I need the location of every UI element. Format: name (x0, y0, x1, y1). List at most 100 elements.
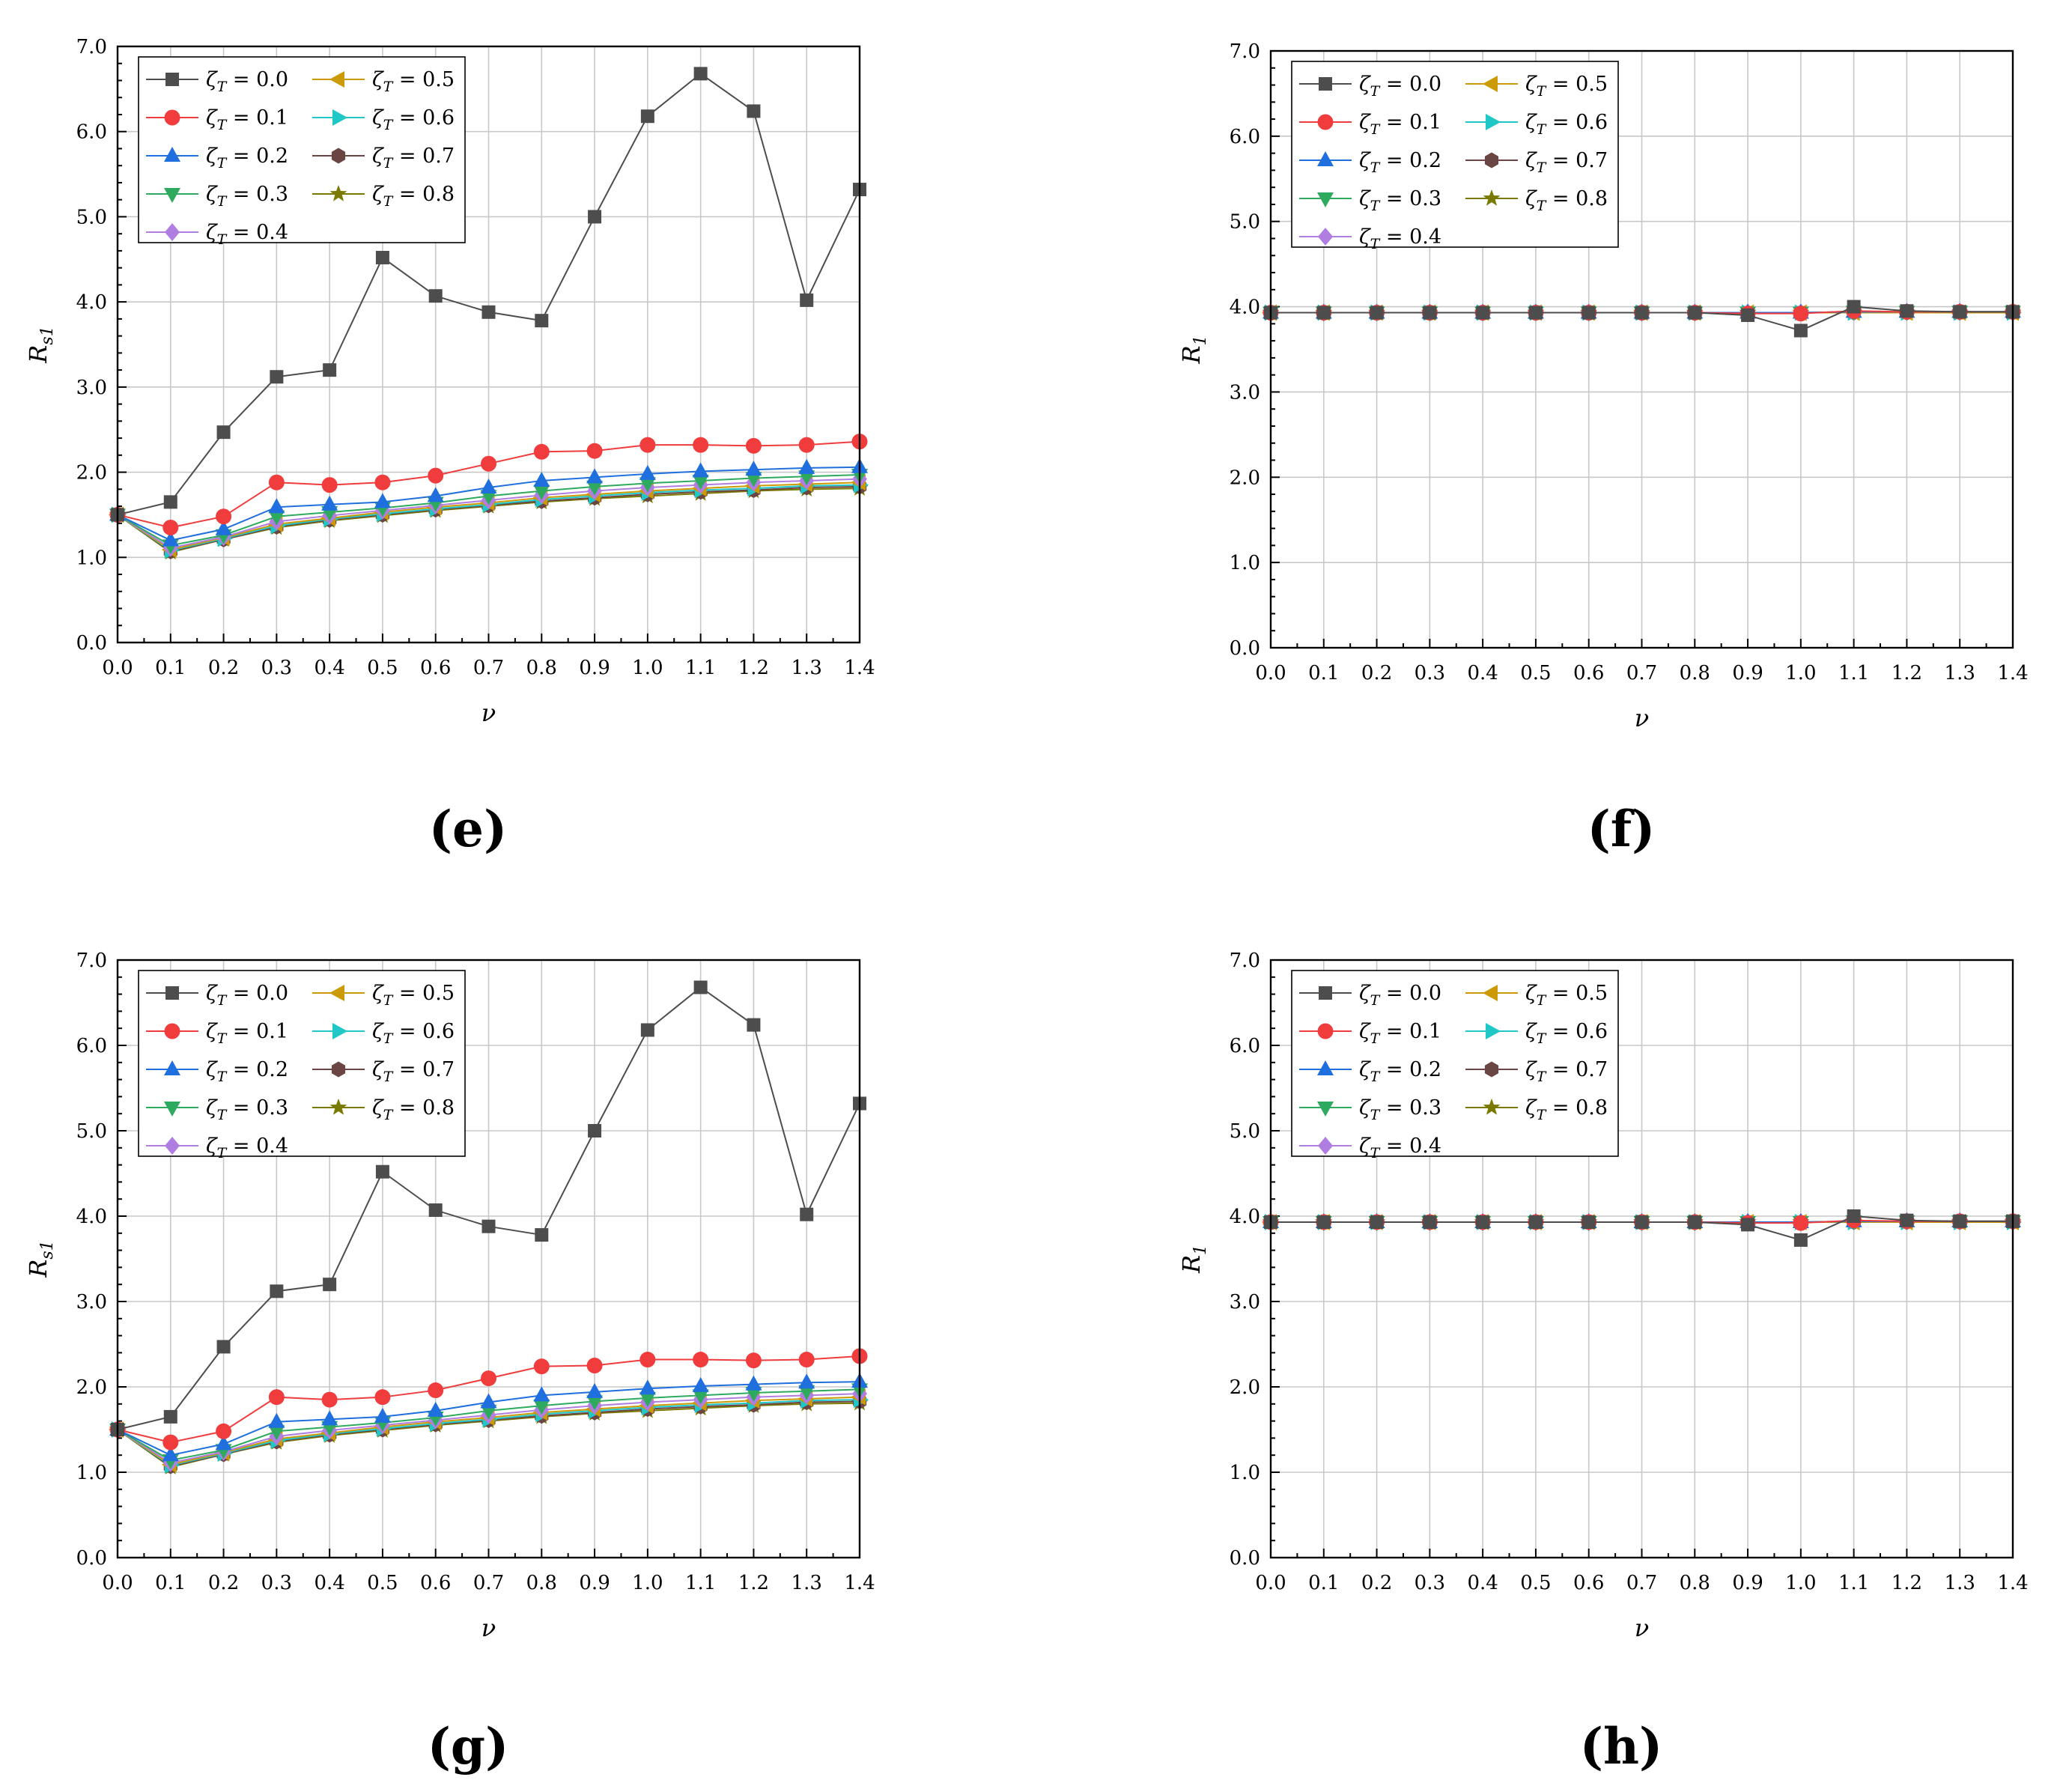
legend-value: = 0.8 (1546, 1096, 1608, 1120)
data-point (268, 510, 285, 526)
y-tick-label: 1.0 (1230, 1462, 1260, 1484)
data-point (215, 1435, 232, 1451)
legend-symbol-subscript: T (1370, 1107, 1381, 1123)
legend-value: = 0.4 (1379, 225, 1441, 249)
data-point (639, 1379, 656, 1395)
y-tick-label: 7.0 (76, 36, 107, 58)
grid (1271, 960, 2013, 1558)
x-tick-label: 1.0 (632, 657, 663, 679)
data-point (535, 314, 549, 328)
legend-label: ζT = 0.5 (1525, 73, 1608, 100)
data-point (1635, 1215, 1649, 1229)
y-tick-label: 3.0 (1230, 381, 1260, 404)
legend-marker (164, 1023, 180, 1039)
data-point (693, 1352, 709, 1368)
data-point (586, 480, 604, 496)
data-point (374, 1407, 391, 1423)
x-axis-label: ν (481, 1614, 496, 1642)
y-axis-label-main: R (1177, 1255, 1206, 1274)
x-tick-label: 0.1 (1308, 1572, 1339, 1594)
x-tick-label: 0.4 (314, 1572, 344, 1594)
x-axis-label: ν (1635, 1614, 1649, 1642)
y-axis-label-main: R (24, 345, 52, 364)
data-point (1900, 304, 1914, 318)
legend-marker (1483, 1099, 1501, 1115)
x-tick-label: 1.1 (685, 657, 716, 679)
data-point (323, 1278, 337, 1292)
legend-symbol-subscript: T (383, 155, 394, 171)
legend-label: ζT = 0.2 (1359, 149, 1441, 176)
legend-symbol-subscript: T (1537, 198, 1547, 214)
y-tick-label: 2.0 (1230, 467, 1260, 489)
x-tick-label: 1.4 (844, 1572, 875, 1594)
legend-label: ζT = 0.3 (206, 183, 288, 210)
legend-symbol-subscript: T (217, 1107, 228, 1123)
legend-symbol: ζ (1359, 1058, 1371, 1081)
data-point (639, 477, 656, 493)
legend-marker (332, 1023, 347, 1039)
x-tick-label: 0.9 (579, 657, 610, 679)
legend-label: ζT = 0.2 (206, 1058, 288, 1085)
x-tick-label: 0.4 (314, 657, 344, 679)
legend-marker (165, 73, 179, 86)
data-point (1847, 300, 1861, 314)
plot-frame (1269, 49, 2014, 649)
data-point (216, 508, 232, 525)
legend-symbol: ζ (206, 221, 218, 244)
y-tick-label: 6.0 (1230, 126, 1260, 148)
data-point (1370, 306, 1384, 320)
y-tick-label: 2.0 (76, 462, 107, 485)
data-point (481, 455, 496, 472)
y-tick-label: 1.0 (76, 1462, 107, 1484)
data-point (1688, 1215, 1702, 1229)
panel-label: (e) (429, 800, 507, 858)
legend-box (1291, 970, 1619, 1157)
legend-marker (164, 1102, 180, 1117)
data-point (1370, 1215, 1384, 1229)
legend-symbol-subscript: T (217, 117, 228, 133)
data-point (321, 477, 338, 493)
y-axis-label-main: R (1177, 345, 1206, 364)
legend-value: = 0.2 (1379, 1058, 1441, 1081)
y-tick-label: 1.0 (1230, 552, 1260, 574)
legend-symbol: ζ (1359, 111, 1371, 134)
data-point (588, 210, 602, 224)
y-axis-label-subscript: s1 (38, 1240, 57, 1259)
panel-label: (f) (1587, 800, 1656, 858)
data-point (800, 293, 814, 307)
data-point (216, 1423, 232, 1439)
legend-value: = 0.5 (392, 982, 455, 1005)
legend-value: = 0.8 (392, 183, 455, 206)
data-point (427, 1401, 444, 1417)
legend-symbol: ζ (206, 145, 218, 168)
legend-marker (164, 109, 180, 126)
legend-symbol: ζ (1525, 149, 1537, 172)
legend-label: ζT = 0.3 (206, 1096, 288, 1123)
legend-label: ζT = 0.3 (1359, 1096, 1441, 1123)
panel-label: (h) (1580, 1717, 1662, 1776)
y-axis-label: R1 (1177, 1245, 1210, 1274)
legend-symbol-subscript: T (1537, 83, 1547, 100)
legend-box (138, 970, 466, 1157)
legend-box (138, 56, 466, 243)
legend-label: ζT = 0.4 (206, 1135, 288, 1161)
x-tick-label: 0.6 (420, 657, 451, 679)
legend-symbol: ζ (372, 1020, 384, 1043)
data-point (1581, 306, 1596, 320)
legend-marker (1486, 1023, 1501, 1039)
data-point (270, 1284, 284, 1299)
legend-value: = 0.4 (1379, 1135, 1441, 1158)
legend-symbol-subscript: T (217, 155, 228, 171)
legend-marker (1318, 1137, 1333, 1155)
data-point (692, 1376, 709, 1392)
data-point (586, 468, 604, 484)
legend-symbol-subscript: T (1370, 1145, 1381, 1161)
data-point (639, 1352, 656, 1368)
legend-symbol: ζ (1525, 111, 1537, 134)
legend-symbol-subscript: T (217, 992, 228, 1009)
series-3 (109, 468, 868, 555)
chart-panel-2: 0.0 0.1 0.2 0.3 0.4 0.5 0.6 0.7 0.8 0.9 1.0 1.1 1.2 1… (1177, 40, 2029, 858)
legend-label: ζT = 0.8 (372, 1096, 455, 1123)
data-point (798, 458, 815, 474)
data-point (268, 1425, 285, 1441)
